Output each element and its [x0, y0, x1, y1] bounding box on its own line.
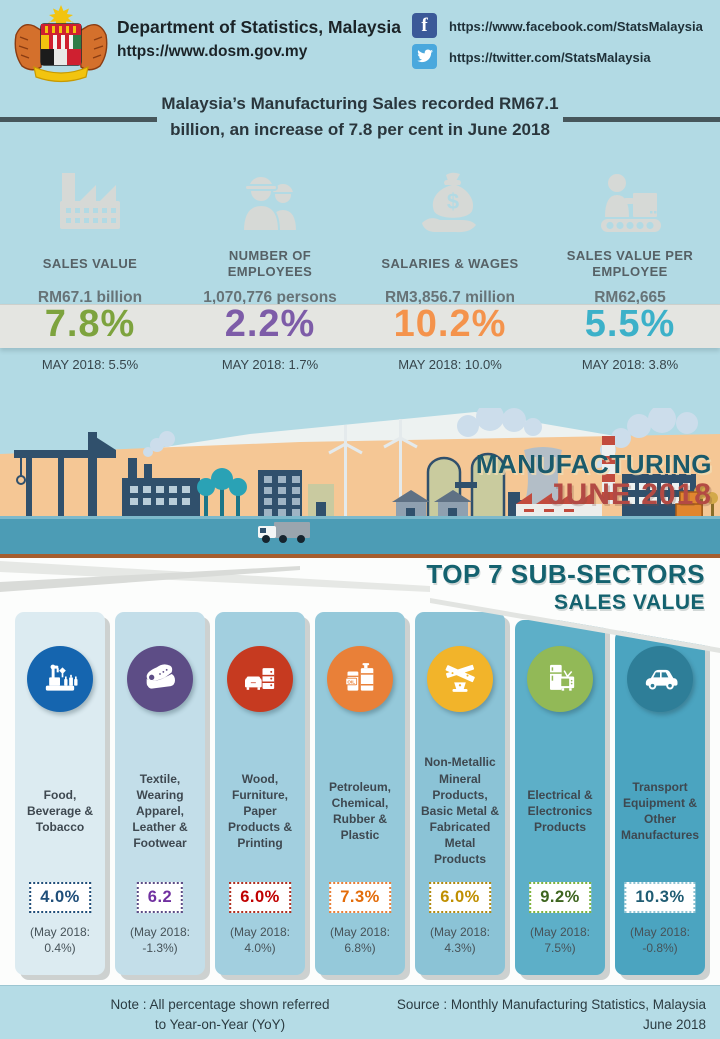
hero-title-line2: JUNE 2018 [547, 478, 712, 511]
subsector-name: Textile, Wearing Apparel, Leather & Foot… [132, 771, 188, 851]
subsector-prev: (May 2018: 4.3%) [429, 925, 491, 956]
subsector-pct: 6.0% [240, 888, 280, 906]
kpi-value: RM67.1 billion [37, 289, 143, 306]
furniture-icon [227, 646, 293, 712]
subsector-name: Electrical & Electronics Products [527, 787, 593, 835]
subsector-pct-box: 9.2% [529, 882, 591, 913]
kpi-label: SALES VALUE [42, 255, 138, 271]
malaysia-coat-of-arms [14, 5, 108, 83]
kpi-value: RM3,856.7 million [384, 289, 516, 306]
footer [0, 985, 720, 1039]
kpi-pct: 5.5% [584, 303, 676, 345]
subsector-prev: (May 2018: -1.3%) [129, 925, 191, 956]
sneaker-icon [127, 646, 193, 712]
subsection-title-line1: TOP 7 SUB-SECTORS [426, 559, 705, 589]
kpi-label: SALARIES & WAGES [381, 255, 519, 271]
subsector-pct-box: 6.0% [429, 882, 491, 913]
kpi-value: RM62,665 [594, 289, 666, 306]
subsector-column-electrical: Electrical & Electronics Products 9.2% (… [515, 620, 605, 975]
subsector-pct-box: 10.3% [624, 882, 696, 913]
subsector-name: Food, Beverage & Tobacco [26, 787, 94, 835]
subsector-pct: 4.0% [40, 888, 80, 906]
headline: Malaysia’s Manufacturing Sales recorded … [140, 91, 580, 144]
subsector-prev: (May 2018: 6.8%) [329, 925, 391, 956]
subsector-pct: 6.0% [440, 888, 480, 906]
subsector-pct-box: 7.3% [329, 882, 391, 913]
facebook-link[interactable]: https://www.facebook.com/StatsMalaysia [449, 19, 703, 34]
kpi-percent-band [0, 304, 720, 348]
org-website-link[interactable]: https://www.dosm.gov.my [117, 43, 308, 60]
kpi-pct: 7.8% [44, 303, 136, 345]
subsector-pct-box: 4.0% [29, 882, 91, 913]
kpi-pct: 10.2% [393, 303, 507, 345]
kpi-prev: MAY 2018: 1.7% [221, 357, 319, 372]
twitter-bird-glyph [417, 49, 433, 63]
subsector-pct-box: 6.2 [136, 882, 184, 913]
footer-note-line1: Note : All percentage shown referred [110, 997, 330, 1012]
org-name: Department of Statistics, Malaysia [117, 17, 401, 37]
hero-title-line1: MANUFACTURING [475, 449, 712, 479]
subsector-column-metal: Non-Metallic Mineral Products, Basic Met… [415, 612, 505, 975]
subsection-title-line2: SALES VALUE [554, 591, 705, 614]
subsector-pct: 10.3% [635, 888, 685, 906]
subsector-prev: (May 2018: 4.0%) [229, 925, 291, 956]
subsector-prev: (May 2018: 7.5%) [529, 925, 591, 956]
factory-icon [0, 155, 180, 237]
subsector-name: Transport Equipment & Other Manufactures [620, 779, 700, 843]
subsector-pct: 9.2% [540, 888, 580, 906]
subsector-name: Wood, Furniture, Paper Products & Printi… [227, 771, 292, 851]
subsector-column-textile: Textile, Wearing Apparel, Leather & Foot… [115, 612, 205, 975]
workers-icon [180, 155, 360, 237]
twitter-bird-icon[interactable] [412, 44, 437, 69]
facebook-icon[interactable]: f [412, 13, 437, 38]
kpi-sales-value: SALES VALUE RM67.1 billion [0, 155, 180, 307]
subsector-pct-box: 6.0% [229, 882, 291, 913]
subsector-prev: (May 2018: 0.4%) [29, 925, 91, 956]
facebook-icon-glyph: f [421, 15, 428, 36]
bottling-machine-icon [27, 646, 93, 712]
money-bag-hand-icon: $ [360, 155, 540, 237]
hero-title: MANUFACTURING JUNE 2018 [476, 449, 712, 512]
footer-note-line2: to Year-on-Year (YoY) [154, 1016, 286, 1032]
kpi-value: 1,070,776 persons [203, 289, 337, 306]
kpi-label: NUMBER OF EMPLOYEES [227, 247, 313, 279]
kpi-sales-per-employee: SALES VALUE PER EMPLOYEE RM62,665 [540, 155, 720, 307]
footer-source: Source : Monthly Manufacturing Statistic… [286, 995, 706, 1034]
car-icon [627, 646, 693, 712]
kpi-pct: 2.2% [224, 303, 316, 345]
subsector-prev: (May 2018: -0.8%) [629, 925, 691, 956]
subsector-pct: 7.3% [340, 888, 380, 906]
subsector-column-transport: Transport Equipment & Other Manufactures… [615, 630, 705, 975]
kpi-label: SALES VALUE PER EMPLOYEE [566, 247, 694, 279]
twitter-link[interactable]: https://twitter.com/StatsMalaysia [449, 50, 651, 65]
kpi-prev: MAY 2018: 3.8% [581, 357, 679, 372]
subsector-column-wood-furniture: Wood, Furniture, Paper Products & Printi… [215, 612, 305, 975]
headline-rule-right [563, 117, 720, 122]
kpi-prev: MAY 2018: 10.0% [398, 357, 502, 372]
headline-line2: billion, an increase of 7.8 per cent in … [170, 120, 550, 140]
subsector-pct: 6.2 [147, 888, 173, 906]
kpi-employees: NUMBER OF EMPLOYEES 1,070,776 persons [180, 155, 360, 307]
factory-cityscape-illustration [0, 408, 720, 558]
footer-note: Note : All percentage shown referred to … [55, 995, 385, 1034]
subsector-name: Petroleum, Chemical, Rubber & Plastic [328, 779, 391, 843]
oil-barrels-icon: OIL [327, 646, 393, 712]
fridge-tv-icon [527, 646, 593, 712]
kpi-salaries: $ SALARIES & WAGES RM3,856.7 million [360, 155, 540, 307]
headline-rule-left [0, 117, 157, 122]
subsector-column-food-beverage: Food, Beverage & Tobacco 4.0% (May 2018:… [15, 612, 105, 975]
footer-source-line1: Source : Monthly Manufacturing Statistic… [396, 997, 706, 1012]
worker-conveyor-icon [540, 155, 720, 237]
subsector-column-petroleum: OIL Petroleum, Chemical, Rubber & Plasti… [315, 612, 405, 975]
oil-label: OIL [347, 680, 355, 685]
metal-beams-icon [427, 646, 493, 712]
kpi-prev: MAY 2018: 5.5% [41, 357, 139, 372]
dollar-sign: $ [447, 189, 459, 214]
footer-source-line2: June 2018 [642, 1016, 706, 1032]
headline-line1: Malaysia’s Manufacturing Sales recorded … [161, 94, 559, 113]
subsector-name: Non-Metallic Mineral Products, Basic Met… [420, 755, 500, 867]
